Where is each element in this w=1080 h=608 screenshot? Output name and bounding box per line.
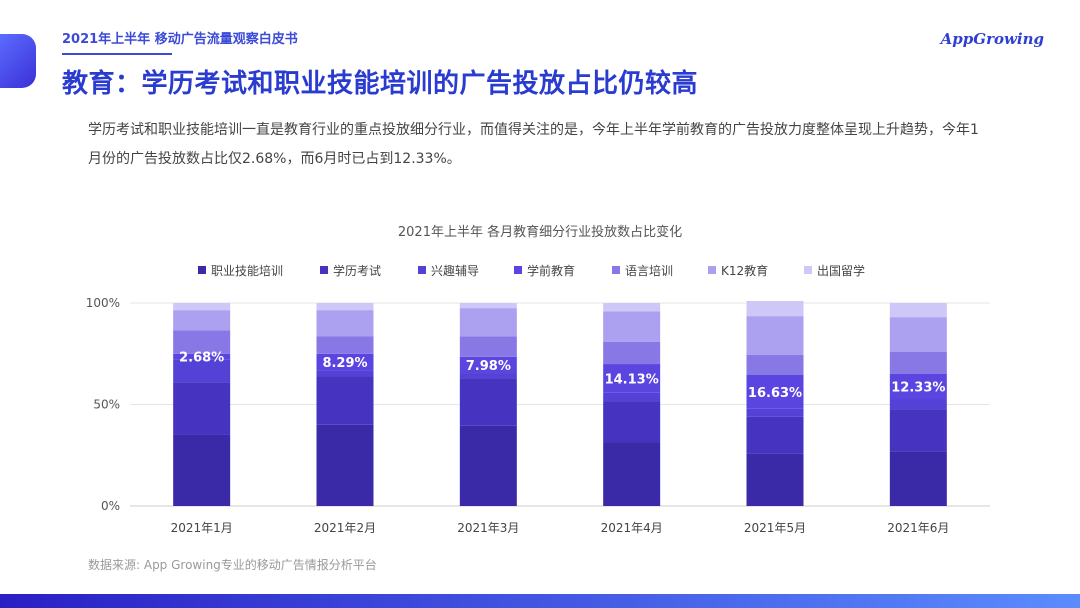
bar-segment-3-3: [603, 364, 661, 393]
data-labels: 2.68% 8.29% 7.98% 14.13% 16.63% 12.33%: [179, 351, 945, 401]
bar-segment-3-5: [603, 311, 661, 342]
data-label-4: 16.63%: [748, 386, 802, 401]
chart-title: 2021年上半年 各月教育细分行业投放数占比变化: [398, 224, 682, 240]
bar-segment-1-5: [316, 310, 374, 337]
bar-segment-4-4: [746, 354, 804, 376]
intro-paragraph: 学历考试和职业技能培训一直是教育行业的重点投放细分行业，而值得关注的是，今年上半…: [88, 122, 979, 167]
bar-segment-1-4: [316, 336, 374, 354]
bar-segment-3-2: [603, 392, 661, 402]
bar-segment-1-0: [316, 424, 374, 506]
data-label-1: 8.29%: [322, 356, 367, 371]
bar-segment-3-0: [603, 442, 661, 506]
bar-segment-0-0: [173, 434, 231, 506]
y-tick-label-1: 50%: [93, 398, 120, 412]
legend-swatch-2: [418, 266, 426, 274]
report-title-underline: [62, 53, 172, 55]
bar-segment-0-1: [173, 382, 231, 435]
bar-segment-4-3: [746, 375, 804, 409]
bottom-accent-bar: [0, 594, 1080, 608]
bar-segment-2-0: [459, 425, 517, 506]
bar-segment-4-2: [746, 408, 804, 417]
legend-label-4: 语言培训: [625, 263, 673, 278]
bar-segment-2-2: [459, 373, 517, 379]
chart-legend: 职业技能培训 学历考试 兴趣辅导 学前教育 语言培训 K12教育 出国留学: [198, 263, 865, 278]
bar-segment-5-3: [889, 373, 947, 400]
bar-segment-0-2: [173, 359, 231, 383]
legend-swatch-6: [804, 266, 812, 274]
bar-segment-1-1: [316, 376, 374, 425]
accent-tab: [0, 34, 36, 88]
logo-text-app: App: [940, 30, 974, 48]
x-axis: 2021年1月 2021年2月 2021年3月 2021年4月 2021年5月 2021年…: [171, 521, 950, 535]
bar-segment-2-5: [459, 308, 517, 337]
chart-grid: [130, 302, 990, 507]
report-title: 2021年上半年 移动广告流量观察白皮书: [62, 32, 298, 47]
bar-segment-4-1: [746, 416, 804, 454]
bar-segment-5-0: [889, 451, 947, 506]
x-tick-label-2: 2021年3月: [457, 521, 519, 535]
page-title: 教育：学历考试和职业技能培训的广告投放占比仍较高: [62, 69, 699, 99]
bar-segment-2-4: [459, 336, 517, 357]
bar-segment-2-3: [459, 356, 517, 374]
bar-segment-5-5: [889, 317, 947, 352]
data-label-2: 7.98%: [466, 359, 511, 374]
bar-segment-0-5: [173, 310, 231, 331]
legend-swatch-5: [708, 266, 716, 274]
legend-swatch-3: [514, 266, 522, 274]
bar-segment-3-4: [603, 341, 661, 365]
bar-segment-3-6: [603, 303, 661, 312]
legend-label-1: 学历考试: [333, 263, 381, 278]
legend-label-5: K12教育: [721, 263, 768, 278]
bar-segment-5-6: [889, 303, 947, 318]
legend-label-3: 学前教育: [527, 263, 575, 278]
legend-label-6: 出国留学: [817, 263, 865, 278]
bar-segment-2-1: [459, 378, 517, 426]
x-tick-label-5: 2021年6月: [887, 521, 949, 535]
data-label-0: 2.68%: [179, 351, 224, 366]
bar-segment-0-4: [173, 330, 231, 354]
bar-segment-1-3: [316, 353, 374, 371]
legend-swatch-1: [320, 266, 328, 274]
x-tick-label-1: 2021年2月: [314, 521, 376, 535]
bar-segment-1-6: [316, 303, 374, 311]
x-tick-label-0: 2021年1月: [171, 521, 233, 535]
bar-segment-4-6: [746, 300, 804, 317]
bar-segment-2-6: [459, 303, 517, 309]
bar-segment-0-6: [173, 303, 231, 311]
logo-text-growing: Growing: [973, 30, 1044, 48]
app-growing-logo: AppGrowing: [941, 30, 1044, 48]
bar-segment-5-2: [889, 399, 947, 410]
bar-segment-3-1: [603, 401, 661, 443]
bar-segment-5-4: [889, 351, 947, 374]
bar-segment-4-5: [746, 316, 804, 355]
data-label-3: 14.13%: [605, 372, 659, 387]
y-tick-label-2: 100%: [86, 296, 120, 310]
legend-swatch-4: [612, 266, 620, 274]
data-source-note: 数据来源: App Growing专业的移动广告情报分析平台: [88, 558, 377, 572]
legend-label-2: 兴趣辅导: [431, 263, 479, 278]
data-label-5: 12.33%: [891, 381, 945, 396]
y-axis: 0% 50% 100%: [86, 296, 120, 513]
bar-segment-4-0: [746, 453, 804, 506]
legend-label-0: 职业技能培训: [211, 263, 283, 278]
legend-swatch-0: [198, 266, 206, 274]
bar-segment-0-3: [173, 353, 231, 360]
bar-segment-1-2: [316, 370, 374, 377]
y-tick-label-0: 0%: [101, 499, 120, 513]
x-tick-label-3: 2021年4月: [601, 521, 663, 535]
bar-segment-5-1: [889, 409, 947, 452]
x-tick-label-4: 2021年5月: [744, 521, 806, 535]
bars: [173, 300, 947, 506]
